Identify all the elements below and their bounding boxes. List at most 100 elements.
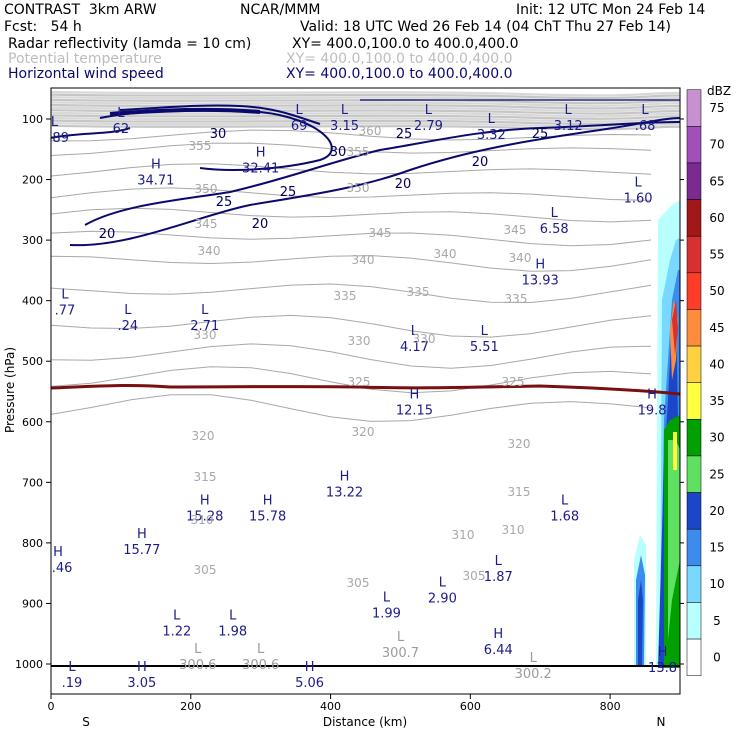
y-tick-label: 600 xyxy=(22,416,43,429)
extremum-marker: H xyxy=(53,545,63,560)
extremum-marker: H xyxy=(151,157,161,172)
theta-dense-line xyxy=(51,122,680,128)
colorbar-swatch xyxy=(686,126,702,164)
plot-frame xyxy=(50,87,681,695)
y-tick-label: 200 xyxy=(22,174,43,187)
theta-dense-line xyxy=(51,101,680,107)
theta-contour-value: 305 xyxy=(347,576,370,590)
extremum-value: 300.7 xyxy=(382,646,419,661)
extremum-marker: H xyxy=(263,494,273,509)
extremum-value: 1.68 xyxy=(550,510,579,525)
theta-contour-value: 325 xyxy=(502,375,525,389)
extremum-value: 13.93 xyxy=(522,273,559,288)
extremum-value: 300.6 xyxy=(179,658,216,673)
x-tick-label: 600 xyxy=(460,700,481,713)
theta-contour-value: 345 xyxy=(195,217,218,231)
theta-contour-line xyxy=(51,187,652,201)
theta-contour-value: 355 xyxy=(189,139,212,153)
x-tick-label: 400 xyxy=(320,700,341,713)
valid-time: Valid: 18 UTC Wed 26 Feb 14 (04 ChT Thu … xyxy=(300,19,672,35)
extremum-value: 300.2 xyxy=(515,667,552,682)
extremum-value: 15.78 xyxy=(249,510,286,525)
refl-column-yellow xyxy=(673,432,677,470)
field-name-wind: Horizontal wind speed xyxy=(8,66,164,82)
wind-contour-value: 20 xyxy=(252,217,269,232)
refl-shallow-navy xyxy=(638,580,643,665)
extremum-marker: L xyxy=(341,103,349,118)
extremum-marker: L xyxy=(495,554,503,569)
colorbar-level-label: 25 xyxy=(709,467,724,481)
extremum-marker: H xyxy=(647,388,657,403)
extremum-value: 32.41 xyxy=(242,161,279,176)
extremum-value: .19 xyxy=(62,676,83,691)
y-tick-label: 900 xyxy=(22,597,43,610)
extremum-marker: L xyxy=(481,324,489,339)
extremum-marker: L xyxy=(551,206,559,221)
plot-background xyxy=(51,88,680,694)
extremum-value: 2.79 xyxy=(414,119,443,134)
colorbar-swatch xyxy=(686,638,702,676)
colorbar-swatch xyxy=(686,419,702,457)
theta-contour-line xyxy=(51,255,652,272)
extremum-marker: L xyxy=(383,590,391,605)
theta-contour-line xyxy=(51,207,652,223)
colorbar-swatch xyxy=(686,602,702,640)
theta-contour-line xyxy=(51,343,652,369)
colorbar-level-label: 40 xyxy=(709,357,724,371)
colorbar-swatch xyxy=(686,199,702,237)
theta-contour-line xyxy=(51,163,652,177)
model-title: CONTRAST 3km ARW xyxy=(4,2,157,18)
theta-contour-value: 340 xyxy=(352,253,375,267)
extremum-value: 62 xyxy=(113,122,130,137)
theta-contour-value: 315 xyxy=(508,485,531,499)
extremum-marker: L xyxy=(641,103,649,118)
theta-contour-value: 325 xyxy=(348,375,371,389)
theta-contour-value: 335 xyxy=(505,292,528,306)
extremum-marker: L xyxy=(488,112,496,127)
y-tick-label: 300 xyxy=(22,234,43,247)
extremum-value: .68 xyxy=(635,119,656,134)
theta-contour-line xyxy=(51,129,652,142)
colorbar-swatch xyxy=(686,309,702,347)
extremum-marker: L xyxy=(51,115,59,130)
y-axis-ticks: 100 200 300 400 500 600 700 800 900 1000 xyxy=(15,113,684,671)
theta-contour-line xyxy=(51,314,652,338)
colorbar-level-label: 30 xyxy=(709,431,724,445)
extremum-value: 1.99 xyxy=(372,606,401,621)
extremum-value: .24 xyxy=(118,319,139,334)
x-axis-ticks: 0 200 400 600 800 xyxy=(48,694,621,713)
y-tick-label: 800 xyxy=(22,537,43,550)
theta-contour-value: 310 xyxy=(191,513,214,527)
colorbar-level-label: 55 xyxy=(709,248,724,262)
extremum-value: 15.28 xyxy=(186,510,223,525)
x-tick-label: 0 xyxy=(48,700,55,713)
extremum-marker: L xyxy=(634,176,642,191)
extremum-marker: L xyxy=(257,642,265,657)
x-tick-label: 800 xyxy=(600,700,621,713)
theta-contour-value: 355 xyxy=(347,145,370,159)
wind-contour-value: 20 xyxy=(99,227,116,242)
extremum-marker: L xyxy=(229,609,237,624)
extremum-marker: L xyxy=(194,642,202,657)
colorbar-swatch xyxy=(686,345,702,383)
extremum-value: 5.51 xyxy=(470,340,499,355)
y-tick-label: 1000 xyxy=(15,658,43,671)
extremum-marker: H xyxy=(305,660,315,675)
reflectivity-field xyxy=(634,200,680,668)
theta-contour-value: 350 xyxy=(347,181,370,195)
theta-dense-line xyxy=(51,98,680,105)
wind-contour-line xyxy=(119,104,321,125)
colorbar-swatch xyxy=(686,455,702,493)
extremum-value: 2.90 xyxy=(428,591,457,606)
extremum-value: 13.22 xyxy=(326,485,363,500)
theta-dense-line xyxy=(51,96,680,102)
theta-contour-value: 305 xyxy=(463,569,486,583)
theta-dense-line xyxy=(51,114,680,120)
colorbar-level-label: 20 xyxy=(709,504,724,518)
extremum-value: 4.17 xyxy=(400,340,429,355)
extremum-value: 7.89 xyxy=(40,131,69,146)
colorbar-level-label: 0 xyxy=(713,650,721,664)
extremum-marker: H xyxy=(493,627,503,642)
wind-contour-line xyxy=(84,121,680,226)
